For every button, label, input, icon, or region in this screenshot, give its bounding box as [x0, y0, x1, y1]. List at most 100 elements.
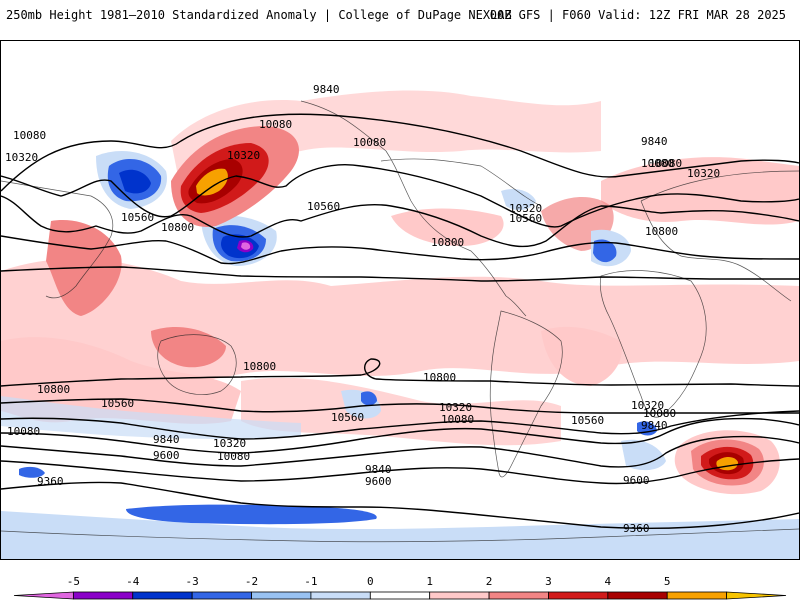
contour-label: 10560: [331, 411, 364, 424]
contour-label: 9840: [153, 433, 180, 446]
colorbar-tick-label: 3: [545, 575, 552, 588]
contour-9600-south: [1, 458, 799, 485]
contour-label: 9600: [365, 475, 392, 488]
eurasia-coast: [1, 170, 799, 302]
positive-anomaly-australia: [151, 326, 226, 368]
negative-anomaly-antarctic-band: [1, 511, 799, 559]
colorbar-tick-label: -1: [304, 575, 317, 588]
positive-anomaly-north-pacific-broad: [171, 90, 601, 191]
positive-anomaly-north-pacific-core: [196, 168, 228, 196]
colorbar-swatch: [548, 591, 609, 600]
contour-10080-south: [1, 417, 799, 454]
negative-anomaly-south-atlantic: [621, 439, 666, 471]
positive-anomaly-indian-ocean: [1, 337, 241, 424]
contour-10080-north: [1, 164, 799, 228]
contour-label: 9840: [641, 419, 668, 432]
negative-anomaly-east-asia-core: [119, 169, 151, 194]
contour-label: 9360: [37, 475, 64, 488]
negative-anomaly-great-lakes: [501, 189, 536, 211]
positive-anomaly-europe: [601, 157, 799, 225]
contour-label: 10560: [571, 414, 604, 427]
contour-label: 9840: [313, 83, 340, 96]
colorbar-tick-label: 4: [605, 575, 612, 588]
contour-10320-north: [1, 195, 799, 248]
contour-label: 9600: [153, 449, 180, 462]
colorbar-tick-label: 2: [486, 575, 493, 588]
contour-9360-south: [1, 481, 799, 529]
positive-anomaly-north-america: [391, 208, 504, 246]
colorbar: -5 -4 -3 -2 -1 0 1 2 3 4 5: [0, 566, 800, 600]
colorbar-swatch: [666, 591, 728, 600]
contour-label: 10560: [121, 211, 154, 224]
south-america-coast: [489, 310, 563, 478]
contour-label: 10560: [307, 200, 340, 213]
negative-anomaly-antarctic-small: [19, 466, 45, 478]
colorbar-swatch: [607, 591, 668, 600]
colorbar-swatch: [72, 591, 134, 600]
contour-label: 10800: [161, 221, 194, 234]
contour-label: 10800: [243, 360, 276, 373]
colorbar-tick-label: 5: [664, 575, 671, 588]
colorbar-swatch: [429, 591, 490, 600]
contour-label: 10080: [353, 136, 386, 149]
colorbar-tick-label: -2: [245, 575, 258, 588]
contour-label: 10080: [641, 157, 674, 170]
colorbar-swatch: [191, 591, 252, 600]
contour-label: 10320: [227, 149, 260, 162]
contour-10560-south: [1, 398, 799, 414]
anomaly-map[interactable]: 9840 10080 10320 10560 10800 10080 10320…: [1, 41, 799, 559]
map-title: 250mb Height 1981–2010 Standardized Anom…: [6, 8, 512, 22]
colorbar-swatch: [369, 591, 431, 600]
colorbar-swatch: [251, 591, 312, 600]
colorbar-tick-label: -4: [126, 575, 140, 588]
contour-label: 10080: [7, 425, 40, 438]
contour-label: 10080: [217, 450, 250, 463]
north-america-coast: [300, 100, 542, 317]
contour-label: 10080: [643, 407, 676, 420]
colorbar-tick-label: -3: [186, 575, 199, 588]
contour-label: 9840: [641, 135, 668, 148]
contour-label: 10560: [509, 212, 542, 225]
negative-anomaly-southern-ocean: [1, 396, 301, 440]
australia-coast: [157, 334, 237, 395]
colorbar-swatch: [13, 591, 74, 600]
contour-label: 9600: [623, 474, 650, 487]
contour-label: 10800: [431, 236, 464, 249]
colorbar-swatches: [13, 591, 787, 600]
colorbar-swatch: [310, 591, 371, 600]
contour-10800-south: [1, 358, 799, 387]
map-panel[interactable]: 9840 10080 10320 10560 10800 10080 10320…: [0, 40, 800, 560]
contour-label: 10800: [37, 383, 70, 396]
colorbar-tick-label: -5: [67, 575, 80, 588]
contour-label: 10080: [13, 129, 46, 142]
contour-label: 10080: [259, 118, 292, 131]
model-run-info: 00Z GFS | F060 Valid: 12Z FRI MAR 28 202…: [489, 8, 786, 22]
height-contours: [1, 113, 799, 529]
contour-label: 10320: [5, 151, 38, 164]
map-header: 250mb Height 1981–2010 Standardized Anom…: [0, 0, 800, 32]
colorbar-swatch: [726, 591, 787, 600]
contour-label: 10320: [213, 437, 246, 450]
contour-label: 10320: [439, 401, 472, 414]
anomaly-shading: [1, 90, 799, 559]
contour-label: 10320: [509, 202, 542, 215]
colorbar-swatch: [488, 591, 549, 600]
colorbar-tick-label: 0: [367, 575, 374, 588]
colorbar-tick-labels: -5 -4 -3 -2 -1 0 1 2 3 4 5: [67, 575, 671, 588]
negative-anomaly-antarctic-coast: [126, 504, 377, 525]
contour-label: 10800: [423, 371, 456, 384]
contour-9840-south: [1, 435, 799, 468]
negative-anomaly-south-pacific: [361, 391, 377, 406]
contour-10560-north: [1, 235, 799, 265]
contour-label: 10560: [101, 397, 134, 410]
contour-10320-south: [1, 410, 799, 440]
contour-label: 10320: [687, 167, 720, 180]
contour-label: 9360: [623, 522, 650, 535]
colorbar-swatch: [132, 591, 193, 600]
contour-label: 10080: [649, 157, 682, 170]
negative-anomaly-atlantic: [593, 239, 617, 263]
antarctica-coast: [1, 528, 799, 543]
contour-9840-north: [1, 113, 799, 192]
contour-label: 10320: [631, 399, 664, 412]
negative-anomaly-north-pacific-max: [241, 242, 251, 250]
